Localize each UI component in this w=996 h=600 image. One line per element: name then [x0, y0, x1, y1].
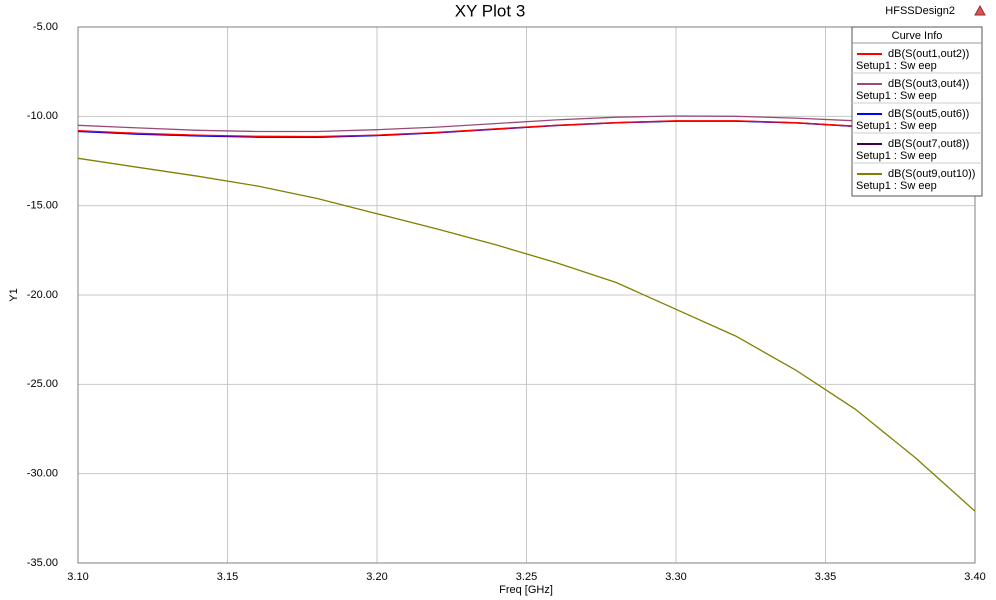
- series-line: [77, 157, 976, 512]
- y-tick-label: -5.00: [33, 21, 58, 33]
- design-name: HFSSDesign2: [885, 5, 955, 17]
- y-tick-label: -30.00: [27, 468, 58, 480]
- chart-title: XY Plot 3: [455, 1, 526, 20]
- y-tick-label: -15.00: [27, 200, 58, 212]
- legend-setup: Setup1 : Sw eep: [856, 120, 937, 132]
- x-tick-label: 3.15: [217, 571, 238, 583]
- y-tick-label: -35.00: [27, 557, 58, 569]
- y-tick-label: -20.00: [27, 289, 58, 301]
- y-tick-label: -25.00: [27, 378, 58, 390]
- legend-setup: Setup1 : Sw eep: [856, 60, 937, 72]
- legend-title: Curve Info: [892, 30, 943, 42]
- x-tick-label: 3.40: [964, 571, 985, 583]
- x-tick-label: 3.20: [366, 571, 387, 583]
- x-axis-label: Freq [GHz]: [499, 584, 553, 596]
- x-tick-label: 3.25: [516, 571, 537, 583]
- legend-label: dB(S(out7,out8)): [888, 138, 969, 150]
- legend-setup: Setup1 : Sw eep: [856, 180, 937, 192]
- legend-label: dB(S(out3,out4)): [888, 78, 969, 90]
- y-axis-label: Y1: [8, 288, 20, 301]
- plot-frame: [77, 26, 976, 564]
- legend-box: [851, 26, 983, 197]
- x-tick-label: 3.10: [67, 571, 88, 583]
- legend-label: dB(S(out5,out6)): [888, 108, 969, 120]
- x-tick-label: 3.35: [815, 571, 836, 583]
- y-tick-label: -10.00: [27, 110, 58, 122]
- legend-setup: Setup1 : Sw eep: [856, 150, 937, 162]
- x-tick-label: 3.30: [665, 571, 686, 583]
- design-icon: [974, 4, 986, 16]
- legend-label: dB(S(out9,out10)): [888, 168, 975, 180]
- legend-setup: Setup1 : Sw eep: [856, 90, 937, 102]
- legend-label: dB(S(out1,out2)): [888, 48, 969, 60]
- series-line: [77, 120, 976, 138]
- series-line: [77, 115, 976, 133]
